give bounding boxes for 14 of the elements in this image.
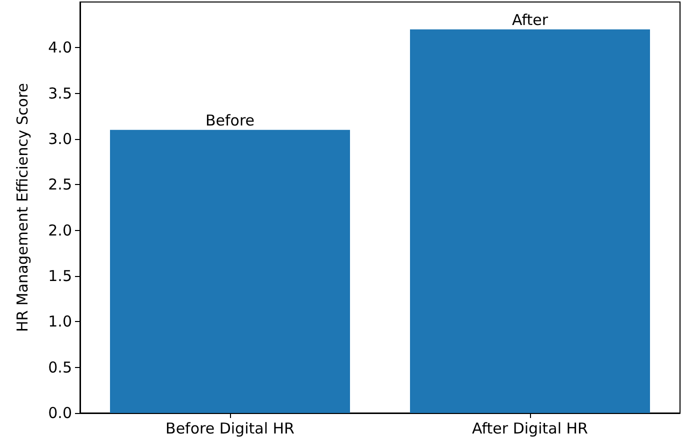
y-tick-label: 2.0 bbox=[48, 221, 72, 240]
y-tick-label: 4.0 bbox=[48, 38, 72, 57]
y-tick-label: 3.0 bbox=[48, 130, 72, 148]
x-tick-label: After Digital HR bbox=[472, 420, 588, 438]
y-tick-label: 0.5 bbox=[48, 358, 72, 376]
y-tick-label: 3.5 bbox=[48, 84, 72, 102]
y-tick-label: 0.0 bbox=[48, 404, 72, 422]
y-axis-title: HR Management Efficiency Score bbox=[14, 82, 32, 332]
annotation: After bbox=[512, 10, 549, 29]
annotation: Before bbox=[205, 111, 255, 130]
x-tick-label: Before Digital HR bbox=[166, 420, 294, 438]
y-tick-label: 1.5 bbox=[48, 267, 72, 285]
y-tick-label: 2.5 bbox=[48, 176, 72, 194]
y-tick-label: 1.0 bbox=[48, 312, 72, 331]
